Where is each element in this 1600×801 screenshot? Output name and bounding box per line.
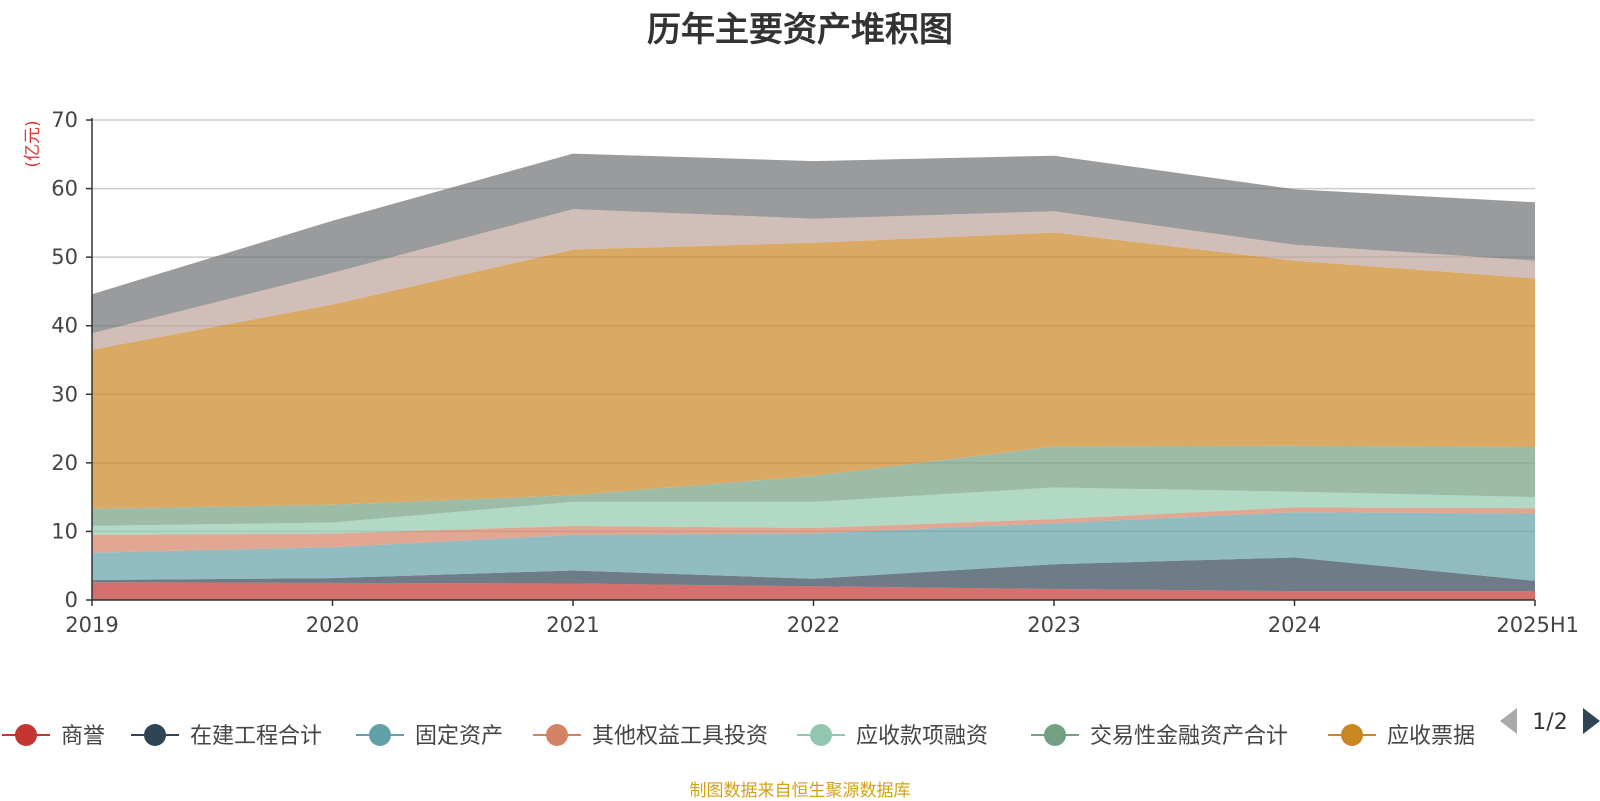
legend-label: 商誉: [61, 724, 105, 749]
area-series-0: [92, 582, 1535, 600]
legend-item[interactable]: 商誉: [2, 724, 105, 749]
x-tick-label: 2024: [1268, 613, 1321, 637]
x-tick-label: 2019: [65, 613, 118, 637]
legend-marker: [1341, 724, 1363, 746]
y-tick-label: 60: [51, 177, 78, 201]
legend-pager: 1/2: [1500, 708, 1600, 735]
legend-marker: [369, 724, 391, 746]
area-series-5: [92, 445, 1535, 526]
pager-text: 1/2: [1532, 710, 1567, 735]
y-tick-label: 20: [51, 451, 78, 475]
legend: 商誉 在建工程合计 固定资产 其他权益工具投资 应收款项融资 交易性金融资产合计 应收票据: [2, 724, 1475, 749]
y-tick-label: 70: [51, 108, 78, 132]
legend-marker: [1044, 724, 1066, 746]
legend-item[interactable]: 应收款项融资: [797, 724, 988, 749]
legend-item[interactable]: 其他权益工具投资: [533, 724, 768, 749]
y-axis-unit-label: (亿元): [23, 120, 43, 167]
area-series-2: [92, 512, 1535, 581]
chart-title: 历年主要资产堆积图: [647, 10, 953, 50]
axes: 0 10 20 30 40 50 60 70 2019 2020 2021 2022 2023 2024 2…: [51, 108, 1579, 637]
x-tick-label: 2025H1: [1496, 613, 1579, 637]
legend-label: 其他权益工具投资: [592, 724, 768, 749]
area-series-1: [92, 557, 1535, 592]
legend-label: 在建工程合计: [190, 724, 322, 749]
legend-item[interactable]: 交易性金融资产合计: [1031, 724, 1288, 749]
x-tick-label: 2022: [787, 613, 840, 637]
x-tick-label: 2023: [1027, 613, 1080, 637]
y-tick-label: 40: [51, 314, 78, 338]
legend-marker: [546, 724, 568, 746]
y-tick-label: 10: [51, 519, 78, 543]
area-series-8: [92, 153, 1535, 334]
legend-marker: [810, 724, 832, 746]
y-tick-label: 30: [51, 382, 78, 406]
legend-item[interactable]: 应收票据: [1328, 724, 1475, 749]
y-tick-label: 50: [51, 245, 78, 269]
area-series-3: [92, 507, 1535, 553]
area-series-layer: [92, 153, 1535, 600]
legend-marker: [15, 724, 37, 746]
x-tick-label: 2021: [546, 613, 599, 637]
y-tick-label: 0: [65, 588, 78, 612]
pager-next-icon[interactable]: [1583, 708, 1600, 734]
data-source-note: 制图数据来自恒生聚源数据库: [689, 781, 911, 801]
area-series-6: [92, 232, 1535, 509]
legend-label: 固定资产: [415, 724, 503, 749]
legend-item[interactable]: 在建工程合计: [131, 724, 322, 749]
area-series-4: [92, 487, 1535, 535]
legend-label: 交易性金融资产合计: [1090, 724, 1288, 749]
legend-item[interactable]: 固定资产: [356, 724, 503, 749]
area-series-7: [92, 209, 1535, 350]
legend-marker: [144, 724, 166, 746]
legend-label: 应收票据: [1387, 724, 1475, 749]
x-tick-label: 2020: [306, 613, 359, 637]
legend-label: 应收款项融资: [856, 724, 988, 749]
pager-prev-icon[interactable]: [1500, 708, 1517, 734]
